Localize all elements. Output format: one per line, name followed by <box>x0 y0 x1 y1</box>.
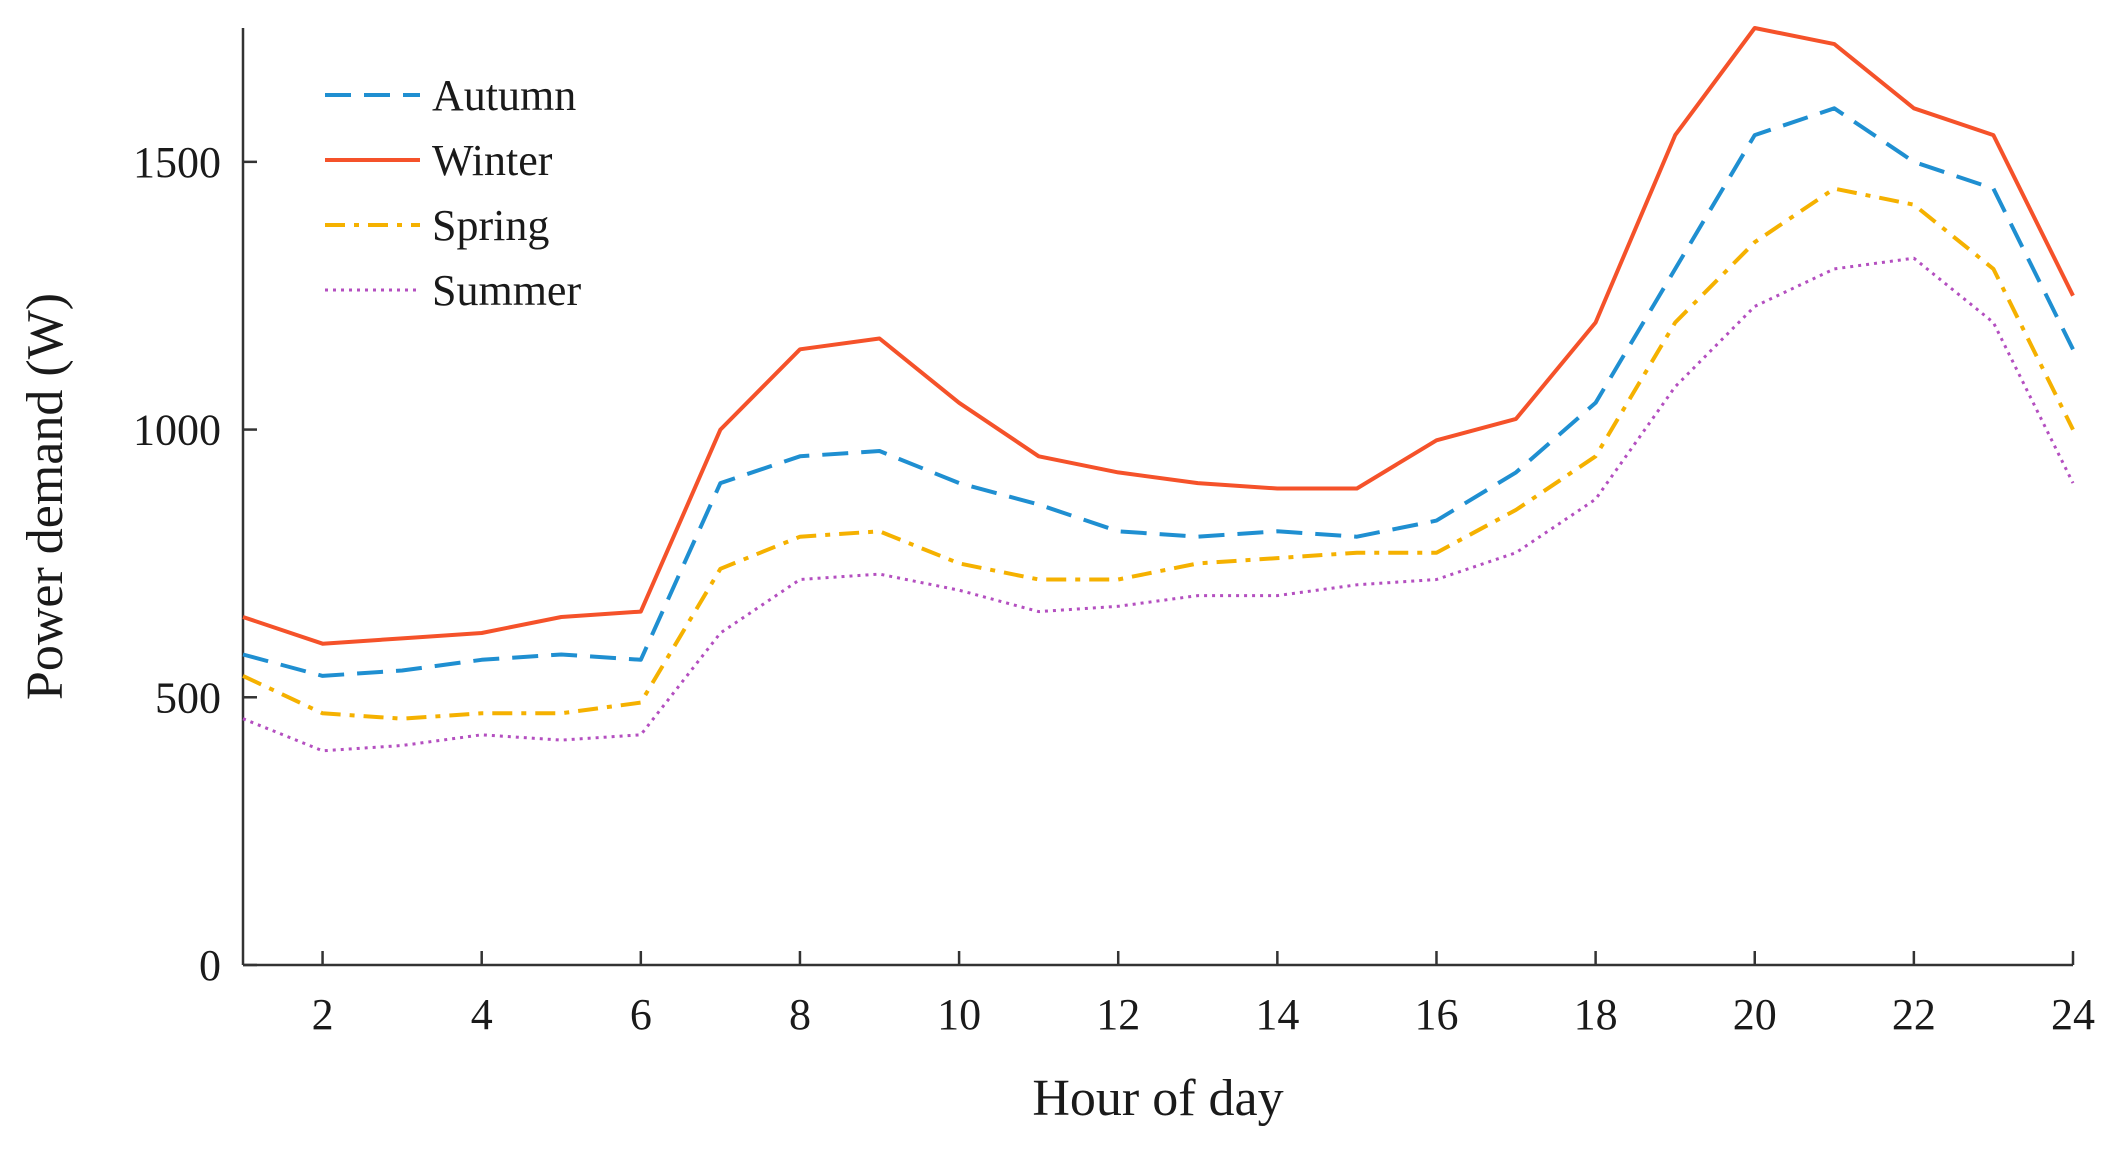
series-line-spring <box>242 186 2075 721</box>
y-tick-label: 0 <box>199 941 221 990</box>
x-tick-label: 8 <box>789 990 811 1039</box>
series-line-summer <box>242 256 2075 753</box>
x-tick-label: 14 <box>1255 990 1299 1039</box>
legend-label-winter: Winter <box>432 136 553 185</box>
y-axis-label: Power demand (W) <box>17 293 74 700</box>
y-tick-label: 1500 <box>133 138 221 187</box>
x-tick-label: 18 <box>1574 990 1618 1039</box>
legend-label-summer: Summer <box>432 266 581 315</box>
legend-label-spring: Spring <box>432 201 549 250</box>
x-tick-label: 12 <box>1096 990 1140 1039</box>
legend-label-autumn: Autumn <box>432 71 576 120</box>
x-tick-label: 22 <box>1892 990 1936 1039</box>
y-tick-label: 500 <box>155 673 221 722</box>
y-tick-label: 1000 <box>133 406 221 455</box>
x-tick-label: 16 <box>1414 990 1458 1039</box>
x-axis-label: Hour of day <box>1032 1070 1283 1127</box>
x-tick-label: 10 <box>937 990 981 1039</box>
series-line-autumn <box>242 106 2075 678</box>
x-ticks: 2 4 6 8 10 12 14 16 18 20 22 24 <box>312 951 2095 1039</box>
series-line-winter <box>242 26 2075 646</box>
series-lines <box>242 26 2075 753</box>
legend: Autumn Winter Spring Summer <box>325 71 581 315</box>
x-tick-label: 6 <box>630 990 652 1039</box>
y-ticks: 0 500 1000 1500 <box>133 138 257 990</box>
x-tick-label: 2 <box>312 990 334 1039</box>
x-tick-label: 24 <box>2051 990 2095 1039</box>
x-tick-label: 4 <box>471 990 493 1039</box>
x-tick-label: 20 <box>1733 990 1777 1039</box>
